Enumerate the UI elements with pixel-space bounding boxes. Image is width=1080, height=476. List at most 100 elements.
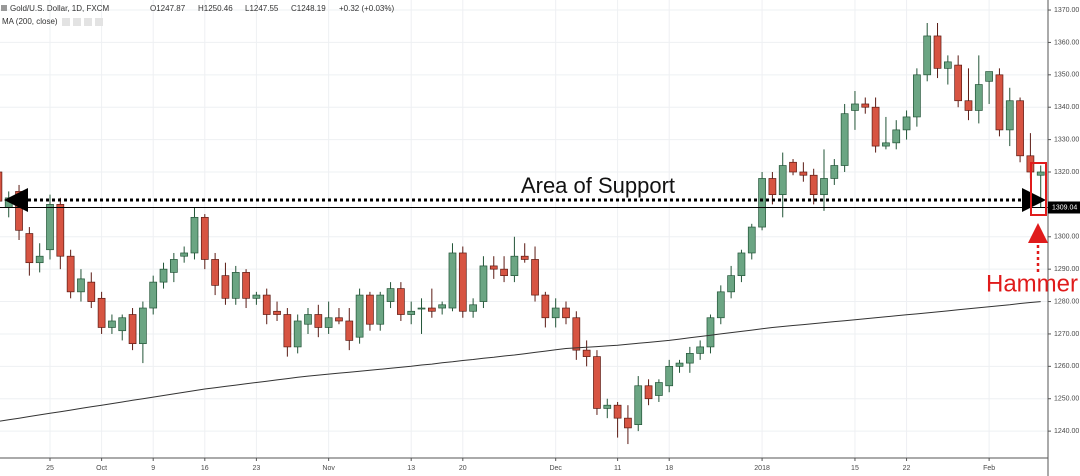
candle-body [417, 307, 426, 310]
candle-body [541, 294, 550, 319]
y-tick-label: 1350.00 [1054, 72, 1079, 79]
indicator-button[interactable] [73, 18, 81, 26]
candle-body [0, 171, 3, 202]
candle-body [851, 103, 859, 111]
candle-body [56, 204, 65, 257]
candle-body [892, 129, 901, 144]
candle-body [386, 288, 395, 302]
candle-body [87, 281, 96, 302]
candle-body [510, 255, 519, 276]
candle-body [427, 307, 436, 312]
x-tick-label: 15 [851, 465, 859, 472]
x-tick-label: 13 [407, 465, 415, 472]
price-label-box [1048, 201, 1080, 214]
candle-body [345, 320, 354, 341]
candle-body [118, 317, 127, 332]
candle-body [231, 272, 240, 299]
candle-body [861, 103, 870, 108]
candle-body [634, 385, 643, 425]
readout-open: O1247.87 [150, 4, 186, 13]
y-tick-label: 1300.00 [1054, 234, 1079, 241]
x-tick-label: 22 [903, 465, 911, 472]
candle-body [273, 310, 281, 315]
support-label: Area of Support [521, 173, 675, 198]
candle-body [35, 255, 44, 264]
candle-body [985, 71, 993, 82]
candle-body [954, 64, 963, 102]
y-tick-label: 1270.00 [1054, 331, 1079, 338]
indicator-button[interactable] [95, 18, 103, 26]
candle-body [974, 84, 983, 111]
candle-body [1016, 100, 1024, 157]
candle-body [675, 362, 684, 367]
candle-body [304, 314, 312, 325]
readout-change: +0.32 (+0.03%) [339, 4, 394, 13]
candle-body [582, 349, 591, 357]
candle-body [665, 365, 674, 387]
candle-body [335, 317, 343, 322]
x-tick-label: Oct [96, 465, 107, 472]
header: Gold/U.S. Dollar, 1D, FXCM O1247.87 H125… [1, 4, 394, 26]
candle-body [211, 259, 219, 286]
candle-body [655, 382, 663, 396]
candle-body [159, 268, 168, 283]
marks [0, 22, 1048, 445]
candle-body [882, 142, 890, 147]
candle-body [562, 307, 570, 319]
candle-body [1005, 100, 1014, 131]
candle-body [840, 113, 849, 166]
candle-body [820, 178, 828, 196]
x-tick-label: Dec [549, 465, 562, 472]
candle-body [15, 191, 23, 231]
x-tick-label: 25 [46, 465, 54, 472]
hammer-label: Hammer [986, 270, 1078, 297]
candle-body [397, 288, 405, 315]
candle-body [221, 275, 230, 299]
candle-body [778, 165, 787, 196]
x-tick-label: 2018 [754, 465, 770, 472]
candle-body [469, 304, 477, 312]
candle-body [964, 100, 973, 111]
y-tick-label: 1320.00 [1054, 169, 1079, 176]
readout-low: L1247.55 [245, 4, 279, 13]
candle-body [355, 294, 364, 338]
candle-body [500, 268, 508, 276]
y-tick-label: 1260.00 [1054, 363, 1079, 370]
hammer-box [1030, 162, 1047, 216]
ma-line [0, 301, 1041, 422]
candle-body [995, 74, 1004, 131]
candle-body [448, 252, 457, 309]
readout-high: H1250.46 [198, 4, 233, 13]
candle-body [262, 294, 271, 315]
candle-body [830, 165, 839, 179]
candle-body [520, 255, 529, 260]
indicator-button[interactable] [84, 18, 92, 26]
grid [0, 0, 1048, 458]
axes: 1240.00 1250.00 1260.00 1270.00 1280.00 1290.… [46, 7, 1080, 472]
y-tick-label: 1340.00 [1054, 104, 1079, 111]
candle-body [551, 307, 560, 319]
candle-body [479, 265, 488, 302]
x-tick-label: 18 [665, 465, 673, 472]
candle-body [727, 275, 735, 293]
candle-body [77, 278, 85, 293]
candle-body [438, 304, 447, 309]
candle-body [747, 226, 756, 254]
x-tick-label: 9 [151, 465, 155, 472]
candle-body [366, 294, 374, 325]
candle-body [314, 314, 323, 328]
x-tick-label: Nov [322, 465, 335, 472]
candle-body [624, 417, 632, 429]
candle-body [613, 404, 622, 419]
y-tick-label: 1370.00 [1054, 7, 1079, 14]
y-tick-label: 1360.00 [1054, 39, 1079, 46]
candle-body [324, 317, 333, 328]
candle-body [180, 252, 189, 257]
candle-body [489, 265, 498, 270]
indicator-button[interactable] [62, 18, 70, 26]
candle-body [758, 178, 766, 228]
x-tick-label: 23 [253, 465, 261, 472]
candle-body [943, 61, 952, 69]
candle-body [572, 317, 581, 351]
